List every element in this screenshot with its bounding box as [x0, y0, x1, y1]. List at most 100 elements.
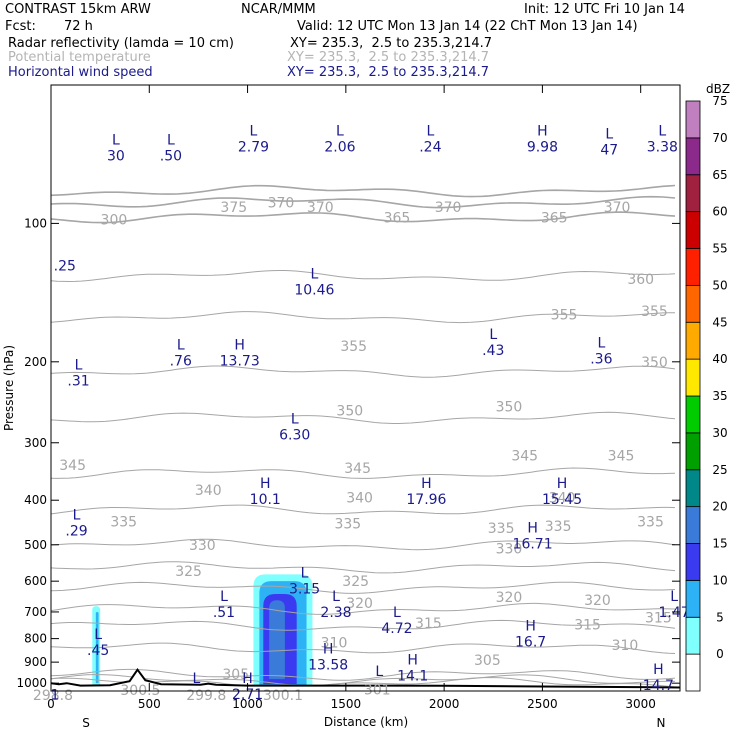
colorbar-swatch-30 [685, 432, 701, 471]
colorbar-label: 30 [712, 426, 727, 440]
colorbar-label: 15 [712, 537, 727, 551]
wind-extremum-marker: L [250, 123, 258, 139]
theta-label: 340 [195, 483, 222, 499]
x-end-label-south: S [82, 716, 90, 730]
wind-extremum-value: 3.15 [289, 581, 320, 597]
contour-labels: 370 375 370 365 370 365 370 300 360 355 355 355 350 3… [33, 123, 690, 704]
wind-extremum-value: .50 [160, 148, 182, 164]
theta-label: 365 [541, 210, 568, 226]
xy-wind-speed: XY= 235.3, 2.5 to 235.3,214.7 [287, 65, 490, 80]
theta-contour-350 [51, 365, 676, 378]
x-end-label-north: N [657, 716, 666, 730]
theta-label: 325 [342, 574, 369, 590]
theta-contour-345 [51, 411, 676, 424]
theta-contour-315 [51, 602, 676, 615]
theta-label: 330 [189, 538, 216, 554]
wind-extremum-value: 13.73 [220, 354, 260, 370]
wind-extremum-marker: L [220, 589, 228, 605]
theta-label: 305 [474, 653, 501, 669]
wind-extremum-value: 6.30 [279, 427, 310, 443]
wind-extremum-value: 2.06 [324, 139, 355, 155]
colorbar: 0 5 10 15 20 25 30 35 40 45 50 55 60 65 70 75 [685, 94, 728, 692]
wind-extremum-marker: L [336, 123, 344, 139]
colorbar-units: dBZ [706, 82, 730, 96]
x-tick-label: 500 [138, 697, 161, 711]
y-tick-label: 300 [24, 436, 47, 450]
init-time: Init: 12 UTC Fri 10 Jan 14 [524, 2, 685, 17]
theta-label: 299.8 [186, 688, 226, 704]
wind-extremum-value: 1.47 [659, 605, 690, 621]
y-tick-label: 800 [24, 632, 47, 646]
colorbar-label: 40 [712, 352, 727, 366]
reflectivity-region-5 [269, 600, 285, 680]
colorbar-swatch-75 [685, 100, 701, 139]
theta-label: 300.1 [263, 688, 303, 704]
theta-label: 355 [551, 308, 578, 324]
wind-extremum-marker: L [112, 132, 120, 148]
theta-label: 370 [435, 200, 462, 216]
theta-label: 335 [110, 514, 137, 530]
x-tick-label: 2000 [429, 697, 460, 711]
forecast-label: Fcst: [5, 19, 36, 34]
wind-extremum-value: 4.72 [381, 621, 412, 637]
wind-extremum-marker: L [658, 123, 666, 139]
wind-extremum-marker: L [375, 664, 383, 680]
theta-label: 350 [336, 403, 363, 419]
theta-label: 345 [608, 449, 635, 465]
wind-extremum-marker: L [177, 338, 185, 354]
colorbar-swatch-65 [685, 174, 701, 213]
theta-label: 330 [496, 542, 523, 558]
theta-label: 320 [496, 590, 523, 606]
theta-label: 325 [175, 564, 202, 580]
theta-label: 375 [220, 200, 247, 216]
theta-label: 370 [307, 200, 334, 216]
y-tick-label: 500 [24, 538, 47, 552]
colorbar-swatch-40 [685, 358, 701, 397]
wind-extremum-marker: L [73, 507, 81, 523]
wind-extremum-value: 1 [50, 688, 59, 704]
wind-extremum-value: .76 [170, 354, 192, 370]
wind-extremum-value: 17.96 [406, 492, 446, 508]
colorbar-swatch-70 [685, 137, 701, 176]
theta-label: 350 [641, 355, 668, 371]
wind-extremum-value: 10.46 [294, 282, 334, 298]
wind-extremum-value: .24 [419, 139, 441, 155]
wind-extremum-marker: L [597, 335, 605, 351]
wind-extremum-value: 2.38 [320, 605, 351, 621]
wind-extremum-value: 10.1 [250, 492, 281, 508]
xy-reflectivity: XY= 235.3, 2.5 to 235.3,214.7 [290, 36, 493, 51]
y-tick-label: 1000 [16, 676, 47, 690]
colorbar-label: 20 [712, 500, 727, 514]
theta-contour-360 [51, 270, 676, 283]
terrain-fill [51, 669, 680, 691]
theta-contour-301 [51, 668, 676, 681]
x-tick-label: 3000 [625, 697, 656, 711]
theta-label: 315 [574, 617, 601, 633]
theta-label: 355 [340, 339, 367, 355]
wind-extremum-value: 16.71 [513, 537, 553, 553]
wind-extremum-value: .51 [213, 605, 235, 621]
colorbar-label: 0 [716, 647, 724, 661]
theta-label: 301 [364, 682, 391, 698]
y-tick-label: 400 [24, 493, 47, 507]
wind-extremum-marker: H [421, 476, 432, 492]
wind-extremum-value: 15.45 [542, 492, 582, 508]
theta-label: 345 [59, 458, 86, 474]
theta-label: 360 [627, 272, 654, 288]
wind-extremum-value: 2.79 [238, 139, 269, 155]
wind-extremum-value: 9.98 [527, 139, 558, 155]
wind-extremum-marker: H [323, 641, 334, 657]
field-potential-temperature: Potential temperature [8, 50, 151, 65]
theta-contour-370 [51, 195, 676, 209]
theta-label: 335 [488, 521, 515, 537]
theta-contours [51, 184, 676, 690]
wind-extremum-marker: H [653, 662, 664, 678]
wind-extremum-marker: H [407, 653, 418, 669]
wind-extremum-marker: L [310, 266, 318, 282]
wind-extremum-marker: L [94, 627, 102, 643]
colorbar-label: 35 [712, 389, 727, 403]
xy-potential-temperature: XY= 235.3, 2.5 to 235.3,214.7 [287, 50, 490, 65]
theta-label: 340 [346, 491, 373, 507]
theta-label: 315 [645, 611, 672, 627]
